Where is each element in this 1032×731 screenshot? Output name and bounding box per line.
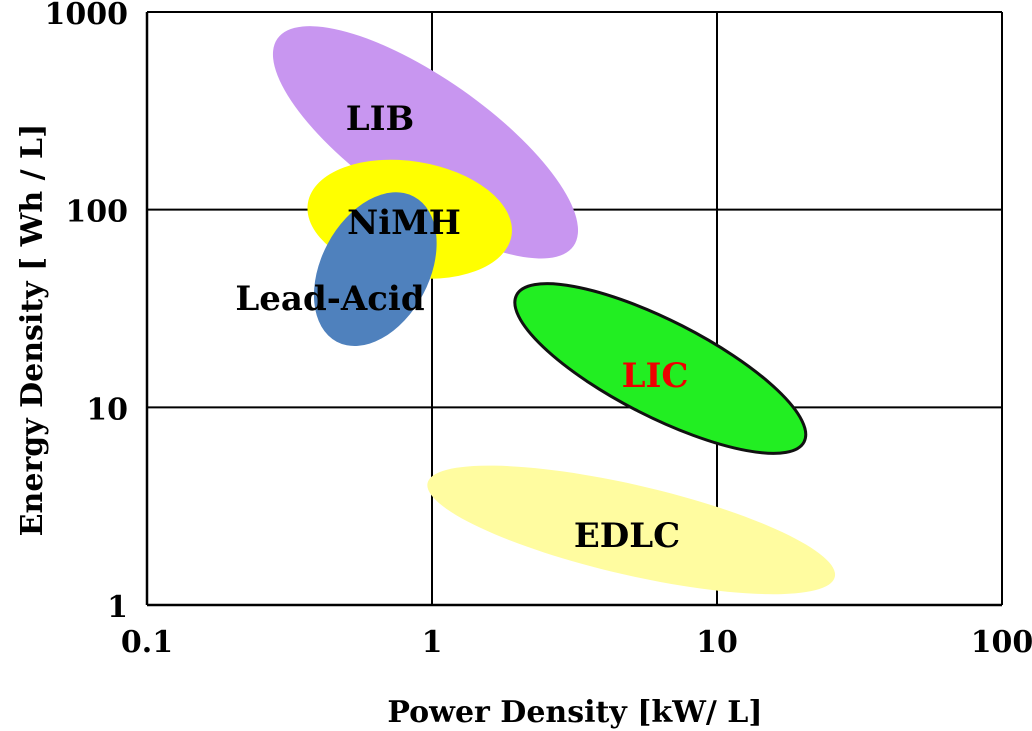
y-tick-label-100: 100 xyxy=(65,195,128,230)
region-labels: LIB NiMH Lead-Acid LIC EDLC xyxy=(235,99,688,556)
region-label-lic: LIC xyxy=(622,356,689,396)
region-label-lib: LIB xyxy=(346,99,415,139)
x-axis-label: Power Density [kW/ L] xyxy=(387,695,762,730)
y-tick-label-10: 10 xyxy=(86,392,128,427)
y-tick-label-1000: 1000 xyxy=(45,0,129,32)
regions xyxy=(272,26,836,595)
x-tick-label-0.1: 0.1 xyxy=(121,625,173,660)
grid-lines xyxy=(147,11,1003,605)
axes xyxy=(145,12,1002,607)
region-label-lead-acid: Lead-Acid xyxy=(235,279,424,319)
y-axis-label: Energy Density [ Wh / L] xyxy=(15,124,50,537)
region-label-edlc: EDLC xyxy=(574,516,680,556)
region-lic xyxy=(513,282,808,455)
x-tick-label-10: 10 xyxy=(696,625,738,660)
region-label-nimh: NiMH xyxy=(347,203,461,243)
x-tick-label-1: 1 xyxy=(422,625,443,660)
region-edlc xyxy=(427,465,836,595)
region-lead-acid xyxy=(313,192,437,347)
x-tick-label-100: 100 xyxy=(971,625,1032,660)
y-tick-label-1: 1 xyxy=(107,590,128,625)
region-lib xyxy=(272,26,579,259)
